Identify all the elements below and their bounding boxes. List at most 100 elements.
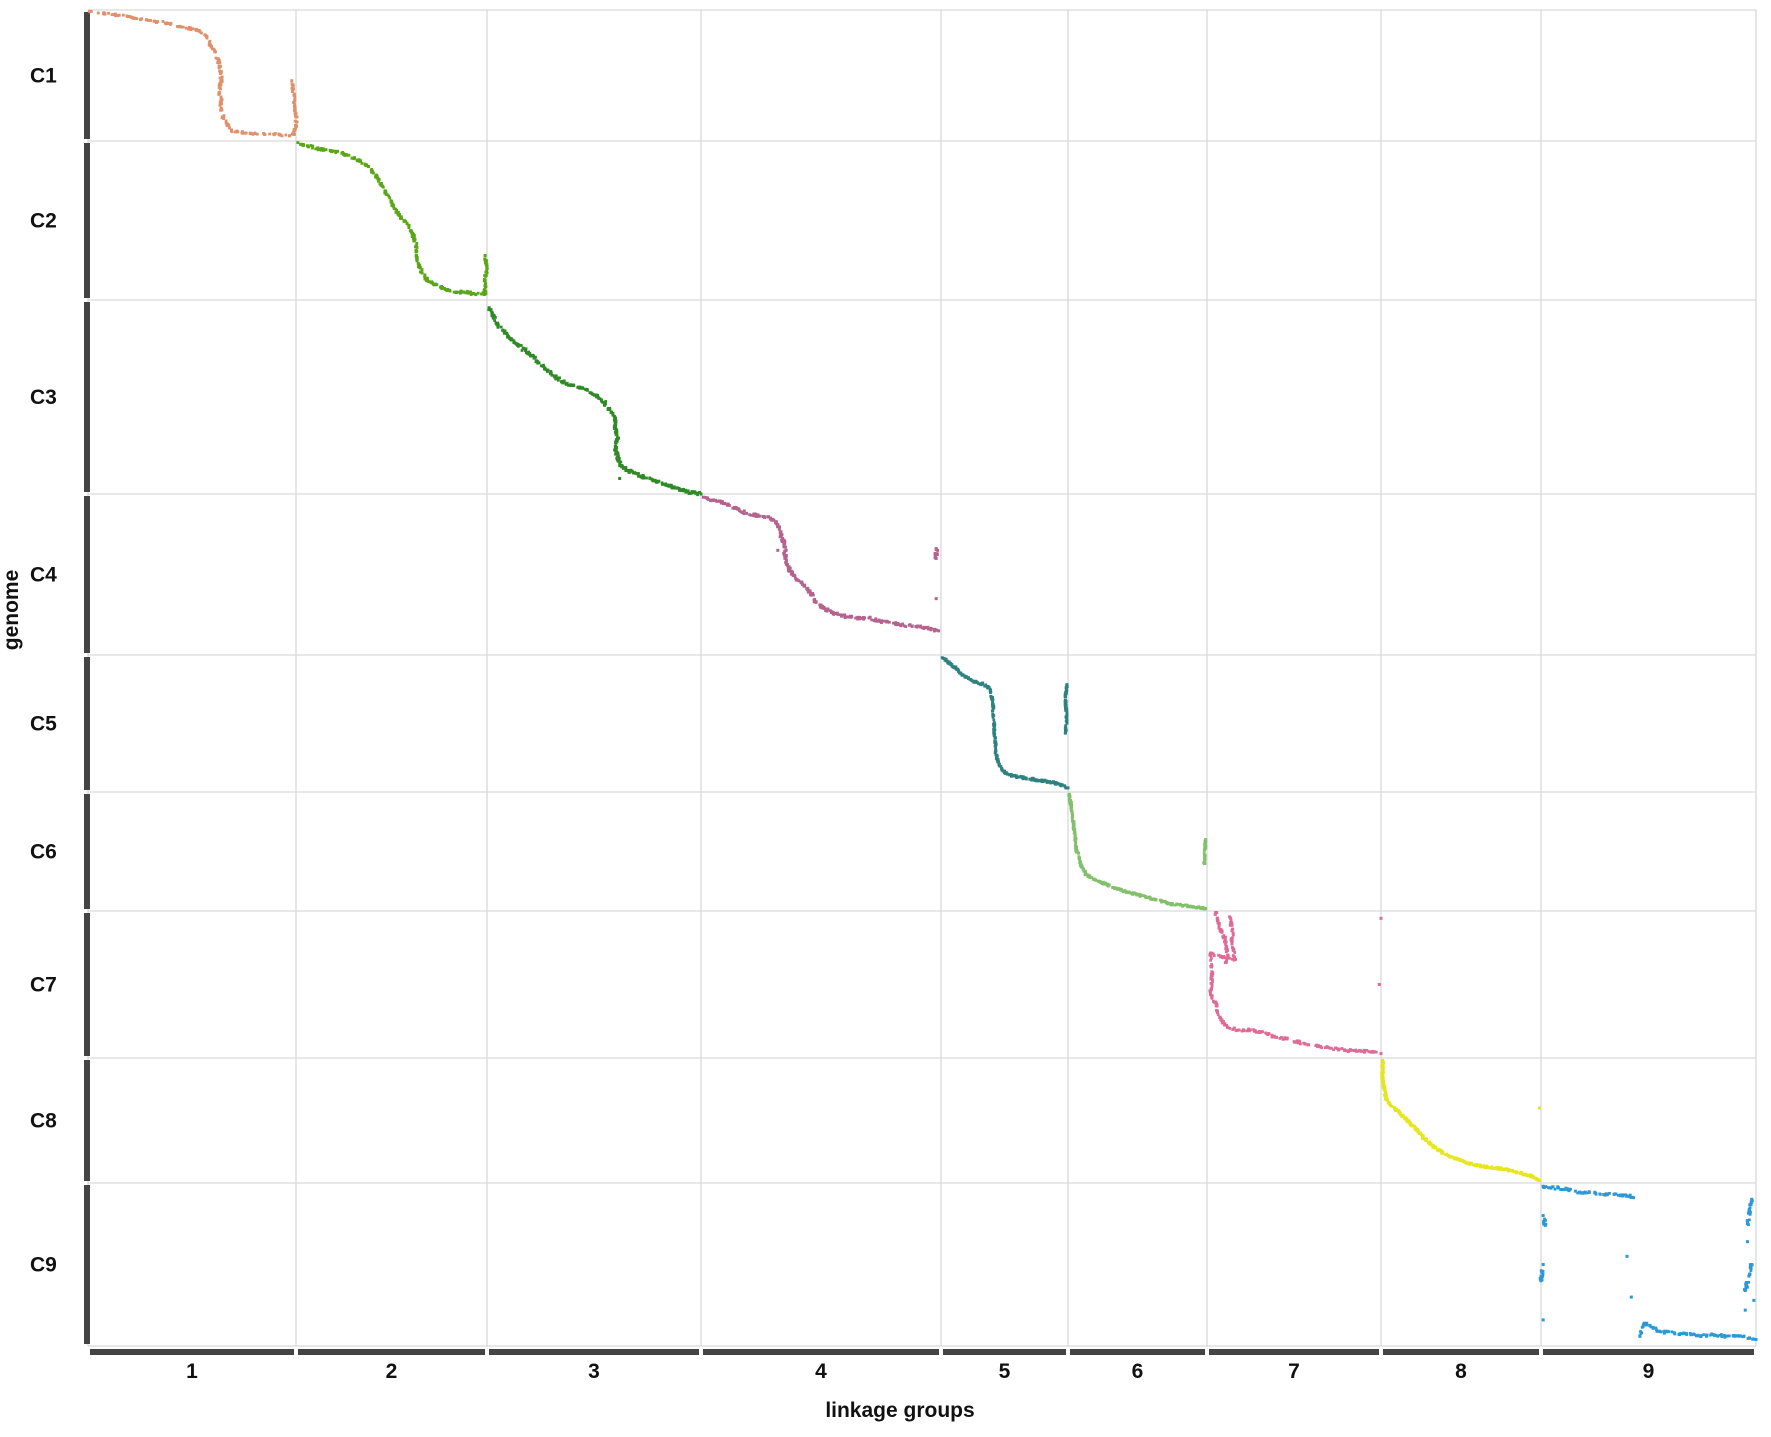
series-C8 xyxy=(1380,1059,1542,1182)
point-C2-fill-53 xyxy=(357,158,361,162)
point-C5-fill-86 xyxy=(989,696,993,700)
point-C1-fill-139 xyxy=(222,115,225,119)
point-C7-fill-148 xyxy=(1220,1018,1224,1022)
point-C2-fill-151 xyxy=(414,245,417,249)
point-C1-fill-181 xyxy=(294,126,298,130)
point-C4-fill-28 xyxy=(731,506,735,510)
point-C9-fill-104 xyxy=(1645,1323,1649,1327)
point-C9-fill-28 xyxy=(1581,1191,1585,1195)
point-C5-fill-107 xyxy=(991,715,995,719)
point-C7-fill-100 xyxy=(1209,951,1212,955)
point-C9-fill-95 xyxy=(1640,1325,1644,1329)
point-C1-fill-15 xyxy=(110,13,114,16)
point-C3-fill-185 xyxy=(612,424,616,428)
point-C3-fill-103 xyxy=(555,376,559,380)
point-C9-fill-198 xyxy=(1744,1281,1748,1284)
point-C3-fill-144 xyxy=(592,393,596,397)
point-C1-fill-194 xyxy=(295,120,299,124)
point-C2-fill-101 xyxy=(390,199,394,203)
point-C4-fill-93 xyxy=(782,545,786,549)
point-C7-fill-56 xyxy=(1231,933,1235,937)
point-C8-fill-96 xyxy=(1400,1114,1404,1117)
point-C3-fill-67 xyxy=(532,354,536,358)
point-C2-fill-121 xyxy=(399,215,403,219)
point-C6-fill-106 xyxy=(1084,869,1087,873)
point-C8-fill-179 xyxy=(1440,1149,1443,1153)
axis-bars xyxy=(84,12,1754,1355)
point-C6-fill-37 xyxy=(1070,817,1074,821)
point-C6-fill-277 xyxy=(1202,852,1206,855)
point-C2-fill-73 xyxy=(369,169,373,172)
point-C8-fill-220 xyxy=(1476,1164,1480,1168)
point-C4-fill-61 xyxy=(762,515,766,519)
point-C1-fill-185 xyxy=(292,131,296,135)
point-C7-fill-152 xyxy=(1222,1022,1226,1025)
point-C4-fill-13 xyxy=(719,501,723,505)
point-C5-fill-129 xyxy=(993,739,997,743)
point-C6-fill-188 xyxy=(1148,896,1152,899)
point-C3-fill-143 xyxy=(589,391,593,395)
point-C2-fill-138 xyxy=(410,235,414,238)
point-C4-fill-115 xyxy=(783,556,787,560)
point-C8-fill-151 xyxy=(1426,1141,1430,1145)
point-C1-fill-153 xyxy=(240,130,244,133)
point-C4-fill-142 xyxy=(791,574,795,578)
point-C6-fill-221 xyxy=(1178,902,1182,906)
point-C8-fill-31 xyxy=(1380,1074,1384,1078)
point-C5-fill-155 xyxy=(999,765,1003,768)
point-C2-fill-9 xyxy=(311,146,314,150)
point-C4-0 xyxy=(701,495,705,499)
point-C3-fill-269 xyxy=(650,477,654,481)
point-C2-fill-212 xyxy=(462,290,466,294)
point-C3-fill-26 xyxy=(495,322,499,326)
point-C2-fill-12 xyxy=(314,147,318,151)
point-C2-fill-182 xyxy=(430,281,434,284)
point-C9-16 xyxy=(1541,1318,1545,1322)
point-C2-fill-84 xyxy=(377,179,380,183)
point-C3-fill-157 xyxy=(596,395,600,399)
point-C3-fill-287 xyxy=(663,483,667,487)
point-C4-fill-232 xyxy=(868,615,872,619)
x-axis-segment-5 xyxy=(943,1349,1066,1355)
point-C2-fill-54 xyxy=(366,165,370,169)
point-C3-fill-18 xyxy=(490,314,494,318)
point-C5-fill-167 xyxy=(1002,770,1006,774)
point-C4-fill-223 xyxy=(857,617,861,621)
point-C7-fill-186 xyxy=(1273,1034,1276,1038)
point-C3-fill-320 xyxy=(698,491,701,494)
point-C6-fill-185 xyxy=(1149,897,1153,901)
point-C7-fill-3 xyxy=(1213,912,1217,916)
point-C2-fill-216 xyxy=(464,291,468,295)
point-C2-fill-100 xyxy=(388,196,392,200)
point-C6-fill-275 xyxy=(1203,848,1206,852)
point-C4-fill-278 xyxy=(924,626,928,629)
point-C4-fill-44 xyxy=(749,513,753,517)
point-C2-fill-202 xyxy=(454,291,458,295)
point-C7-fill-239 xyxy=(1355,1050,1359,1053)
point-C9-fill-16 xyxy=(1561,1188,1565,1191)
point-C2-fill-257 xyxy=(485,263,488,267)
point-C8-fill-229 xyxy=(1478,1165,1482,1169)
point-C3-fill-311 xyxy=(686,489,690,493)
point-C3-fill-70 xyxy=(529,354,533,358)
point-C9-fill-135 xyxy=(1695,1334,1699,1338)
point-C5-fill-171 xyxy=(1009,774,1013,778)
point-C9-fill-168 xyxy=(1738,1334,1742,1338)
point-C5-fill-224 xyxy=(1045,780,1049,784)
x-axis-segment-4 xyxy=(703,1349,939,1355)
point-C5-fill-284 xyxy=(1063,699,1067,703)
point-C7-fill-218 xyxy=(1323,1046,1327,1050)
point-C7-fill-40 xyxy=(1224,960,1228,964)
point-C5-fill-161 xyxy=(999,766,1003,770)
point-C9-fill-96 xyxy=(1638,1334,1642,1338)
point-C3-fill-209 xyxy=(614,441,617,445)
point-C5-fill-103 xyxy=(992,721,996,724)
point-C8-fill-165 xyxy=(1432,1144,1435,1148)
point-C1-fill-38 xyxy=(152,19,156,23)
point-C9-fill-130 xyxy=(1684,1332,1687,1336)
point-C2-fill-174 xyxy=(423,273,427,277)
point-C1-fill-96 xyxy=(216,60,220,64)
point-C4-fill-72 xyxy=(778,525,781,529)
point-C7-fill-1 xyxy=(1215,911,1219,914)
point-C7-fill-24 xyxy=(1224,935,1227,939)
